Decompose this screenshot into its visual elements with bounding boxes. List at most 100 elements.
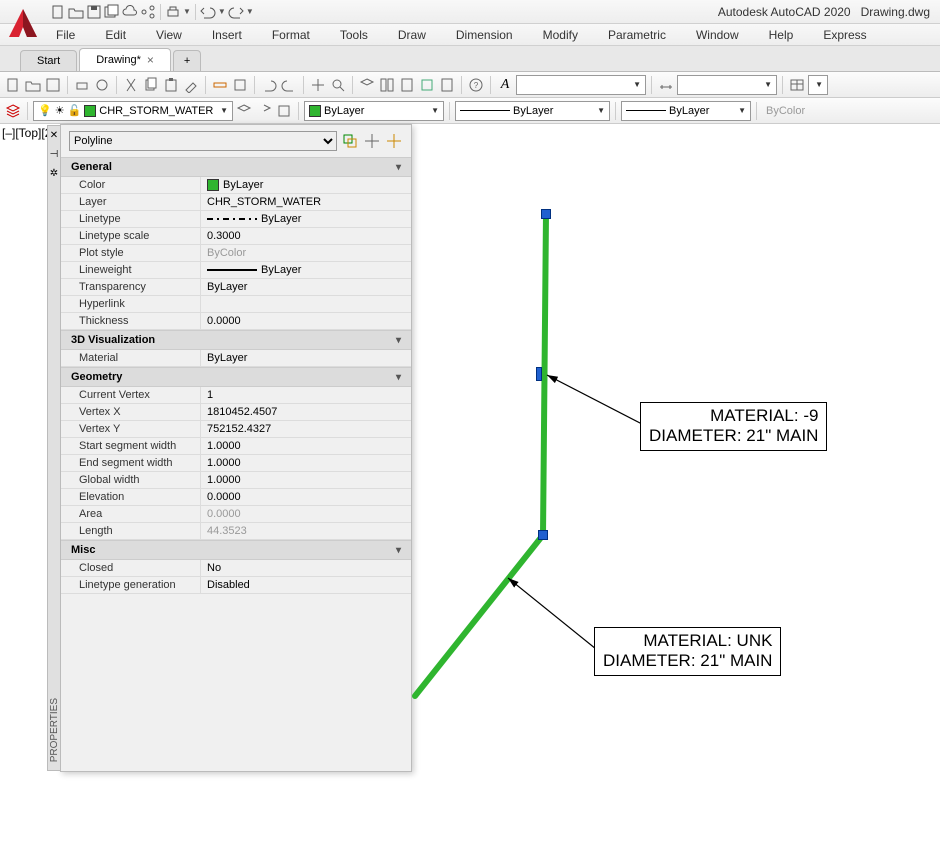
dimstyle-combo[interactable]: ▼ xyxy=(677,75,777,95)
transparency-value[interactable]: ByLayer xyxy=(201,279,411,295)
open-icon[interactable] xyxy=(24,76,42,94)
plot-preview-icon[interactable] xyxy=(93,76,111,94)
grip[interactable] xyxy=(538,530,548,540)
save-icon[interactable] xyxy=(86,4,102,20)
pan-icon[interactable] xyxy=(309,76,327,94)
menu-window[interactable]: Window xyxy=(690,26,745,44)
menu-help[interactable]: Help xyxy=(763,26,800,44)
layer-combo[interactable]: 💡 ☀ 🔓 CHR_STORM_WATER ▼ xyxy=(33,101,233,121)
share-icon[interactable] xyxy=(140,4,156,20)
esw-value[interactable]: 1.0000 xyxy=(201,455,411,471)
props-icon[interactable] xyxy=(378,76,396,94)
pin-icon[interactable]: ⊣ xyxy=(50,149,59,160)
layer-filter-icon[interactable] xyxy=(235,102,253,120)
save-icon[interactable] xyxy=(44,76,62,94)
menu-view[interactable]: View xyxy=(150,26,188,44)
menu-parametric[interactable]: Parametric xyxy=(602,26,672,44)
copy-icon[interactable] xyxy=(142,76,160,94)
menu-dimension[interactable]: Dimension xyxy=(450,26,519,44)
quickselect-icon[interactable] xyxy=(341,132,359,150)
cat-misc[interactable]: Misc▾ xyxy=(61,540,411,560)
close-icon[interactable]: ✕ xyxy=(50,130,58,141)
closed-value[interactable]: No xyxy=(201,560,411,576)
ps-label: ByColor xyxy=(766,105,805,117)
cat-3d[interactable]: 3D Visualization▾ xyxy=(61,330,411,350)
menu-draw[interactable]: Draw xyxy=(392,26,432,44)
hyperlink-value[interactable] xyxy=(201,296,411,312)
tab-close-icon[interactable]: × xyxy=(147,53,154,67)
undo-icon[interactable] xyxy=(260,76,278,94)
menu-format[interactable]: Format xyxy=(266,26,316,44)
color-combo[interactable]: ByLayer ▼ xyxy=(304,101,444,121)
open-icon[interactable] xyxy=(68,4,84,20)
menu-tools[interactable]: Tools xyxy=(334,26,374,44)
print-icon[interactable] xyxy=(73,76,91,94)
app-logo[interactable] xyxy=(2,2,44,44)
menu-file[interactable]: File xyxy=(50,26,81,44)
thickness-value[interactable]: 0.0000 xyxy=(201,313,411,329)
material-label: Material xyxy=(61,350,201,366)
paste-icon[interactable] xyxy=(162,76,180,94)
vx-value[interactable]: 1810452.4507 xyxy=(201,404,411,420)
tablestyle-combo[interactable]: ▼ xyxy=(808,75,828,95)
saveall-icon[interactable] xyxy=(104,4,120,20)
print-icon[interactable] xyxy=(165,4,181,20)
layer-state-icon[interactable] xyxy=(275,102,293,120)
view-label[interactable]: [–][Top][2 xyxy=(2,126,51,140)
gear-icon[interactable]: ✲ xyxy=(50,168,58,179)
grip[interactable] xyxy=(541,209,551,219)
help-icon[interactable]: ? xyxy=(467,76,485,94)
zoom-icon[interactable] xyxy=(329,76,347,94)
calc-icon[interactable] xyxy=(438,76,456,94)
drawing-canvas[interactable]: [–][Top][2 ✕ ⊣ ✲ PROPERTIES Polyline Gen… xyxy=(0,124,940,855)
cat-general[interactable]: General▾ xyxy=(61,157,411,177)
pickadd-icon[interactable] xyxy=(385,132,403,150)
redo-icon[interactable] xyxy=(228,4,244,20)
color-value[interactable]: ByLayer xyxy=(201,177,411,193)
tab-new[interactable]: + xyxy=(173,50,201,71)
linetype-value[interactable]: ByLayer xyxy=(201,211,411,227)
cut-icon[interactable] xyxy=(122,76,140,94)
cat-geometry[interactable]: Geometry▾ xyxy=(61,367,411,387)
layer-value[interactable]: CHR_STORM_WATER xyxy=(201,194,411,210)
menu-express[interactable]: Express xyxy=(817,26,872,44)
dist-icon[interactable] xyxy=(211,76,229,94)
new-icon[interactable] xyxy=(4,76,22,94)
redo-icon[interactable] xyxy=(280,76,298,94)
vy-value[interactable]: 752152.4327 xyxy=(201,421,411,437)
sheet-icon[interactable] xyxy=(398,76,416,94)
tab-drawing[interactable]: Drawing* × xyxy=(79,48,171,71)
lineweight-combo[interactable]: ByLayer ▼ xyxy=(621,101,751,121)
plotstyle-combo[interactable]: ByColor xyxy=(762,101,822,121)
tab-start[interactable]: Start xyxy=(20,50,77,71)
elev-value[interactable]: 0.0000 xyxy=(201,489,411,505)
dimstyle-icon[interactable] xyxy=(657,76,675,94)
tablestyle-icon[interactable] xyxy=(788,76,806,94)
gw-value[interactable]: 1.0000 xyxy=(201,472,411,488)
curvertex-value[interactable]: 1 xyxy=(201,387,411,403)
selectobj-icon[interactable] xyxy=(363,132,381,150)
linetype-label: Linetype xyxy=(61,211,201,227)
new-icon[interactable] xyxy=(50,4,66,20)
menu-modify[interactable]: Modify xyxy=(537,26,584,44)
layer-prev-icon[interactable] xyxy=(255,102,273,120)
block-icon[interactable] xyxy=(231,76,249,94)
object-type-select[interactable]: Polyline xyxy=(69,131,337,151)
grip[interactable] xyxy=(536,367,542,381)
undo-icon[interactable] xyxy=(200,4,216,20)
lineweight-value[interactable]: ByLayer xyxy=(201,262,411,278)
textstyle-combo[interactable]: ▼ xyxy=(516,75,646,95)
cloud-icon[interactable] xyxy=(122,4,138,20)
ltscale-value[interactable]: 0.3000 xyxy=(201,228,411,244)
menu-edit[interactable]: Edit xyxy=(99,26,132,44)
menu-insert[interactable]: Insert xyxy=(206,26,248,44)
tool-palette-icon[interactable] xyxy=(418,76,436,94)
linetype-combo[interactable]: ByLayer ▼ xyxy=(455,101,610,121)
textstyle-icon[interactable]: A xyxy=(496,76,514,94)
material-value[interactable]: ByLayer xyxy=(201,350,411,366)
ltgen-value[interactable]: Disabled xyxy=(201,577,411,593)
layer-mgr-icon[interactable] xyxy=(4,102,22,120)
layers-icon[interactable] xyxy=(358,76,376,94)
ssw-value[interactable]: 1.0000 xyxy=(201,438,411,454)
matchprop-icon[interactable] xyxy=(182,76,200,94)
